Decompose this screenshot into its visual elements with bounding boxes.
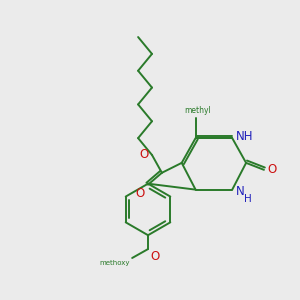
Text: H: H: [244, 194, 252, 204]
Text: O: O: [267, 163, 276, 176]
Text: O: O: [136, 187, 145, 200]
Text: N: N: [236, 185, 245, 198]
Text: O: O: [150, 250, 159, 263]
Text: NH: NH: [236, 130, 254, 142]
Text: methyl: methyl: [184, 106, 211, 115]
Text: methoxy: methoxy: [100, 260, 130, 266]
Text: O: O: [140, 148, 149, 161]
